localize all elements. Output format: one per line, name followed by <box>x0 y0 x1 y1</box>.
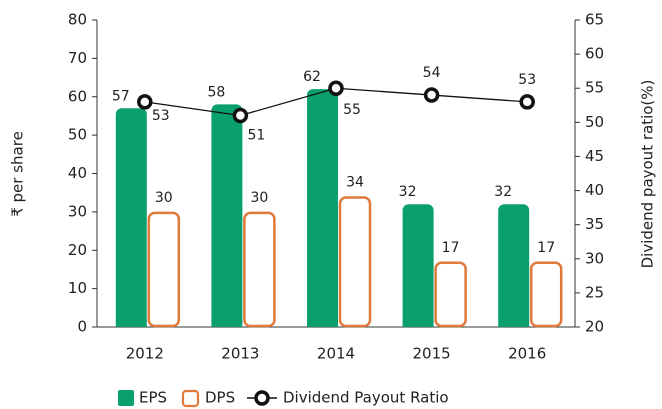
y2-tick-label: 20 <box>585 318 604 336</box>
y2-tick-label: 60 <box>585 45 604 63</box>
bar <box>243 211 276 328</box>
value-label: 53 <box>152 108 170 124</box>
legend-label: Dividend Payout Ratio <box>283 389 449 407</box>
legend-swatch <box>181 389 200 408</box>
y-tick-label: 20 <box>68 241 87 259</box>
value-label: 32 <box>494 184 512 200</box>
bar <box>115 108 147 327</box>
y-tick-label: 60 <box>68 87 87 105</box>
value-label: 30 <box>250 190 268 206</box>
value-label: 34 <box>346 175 364 191</box>
y2-tick-label: 40 <box>585 181 604 199</box>
y-tick-label: 10 <box>68 279 87 297</box>
bar <box>338 196 372 328</box>
value-label: 51 <box>247 128 265 144</box>
line-marker <box>423 87 440 103</box>
bar <box>211 104 243 327</box>
value-label: 17 <box>442 240 460 256</box>
legend-marker <box>254 390 270 406</box>
y2-tick-label: 25 <box>585 283 604 301</box>
bar <box>307 89 338 327</box>
value-label: 53 <box>518 72 536 88</box>
y-tick-label: 30 <box>68 202 87 220</box>
x-tick-label: 2012 <box>126 345 164 363</box>
bar-cover <box>498 321 530 327</box>
y2-tick-label: 50 <box>585 113 604 131</box>
x-tick-label: 2016 <box>508 345 546 363</box>
y2-tick-label: 65 <box>585 11 604 29</box>
bar-cover <box>115 321 147 327</box>
y2-tick-label: 30 <box>585 249 604 267</box>
y-axis-label: ₹ per share <box>9 131 27 217</box>
bar <box>402 204 434 327</box>
y2-tick-label: 35 <box>585 215 604 233</box>
y2-axis-label: Dividend payout ratio(%) <box>639 80 657 269</box>
legend-label: EPS <box>139 389 167 407</box>
y2-tick-label: 45 <box>585 147 604 165</box>
value-label: 57 <box>112 88 130 104</box>
y-tick-label: 80 <box>68 11 87 29</box>
y2-tick-label: 55 <box>585 79 604 97</box>
bar-cover <box>402 321 434 327</box>
x-tick-label: 2015 <box>413 345 451 363</box>
y-tick-label: 40 <box>68 164 87 182</box>
line-marker <box>328 80 344 96</box>
bar <box>147 211 181 328</box>
value-label: 32 <box>399 184 417 200</box>
bar <box>498 204 530 327</box>
bar <box>434 261 467 328</box>
value-label: 58 <box>207 84 225 100</box>
value-label: 30 <box>155 190 173 206</box>
legend-swatch <box>118 390 134 406</box>
bar-cover <box>211 321 243 327</box>
line-marker <box>232 107 249 124</box>
value-label: 17 <box>537 240 555 256</box>
value-label: 62 <box>303 69 321 85</box>
legend-label: DPS <box>205 389 235 407</box>
bar <box>529 261 563 328</box>
y-tick-label: 70 <box>68 49 87 67</box>
y-tick-label: 50 <box>68 126 87 144</box>
x-tick-label: 2014 <box>317 345 355 363</box>
value-label: 55 <box>343 102 361 118</box>
y-tick-label: 0 <box>77 318 87 336</box>
bar-cover <box>307 321 338 327</box>
x-tick-label: 2013 <box>221 345 259 363</box>
line-marker <box>519 94 535 110</box>
value-label: 54 <box>423 65 441 81</box>
line-marker <box>137 94 153 110</box>
